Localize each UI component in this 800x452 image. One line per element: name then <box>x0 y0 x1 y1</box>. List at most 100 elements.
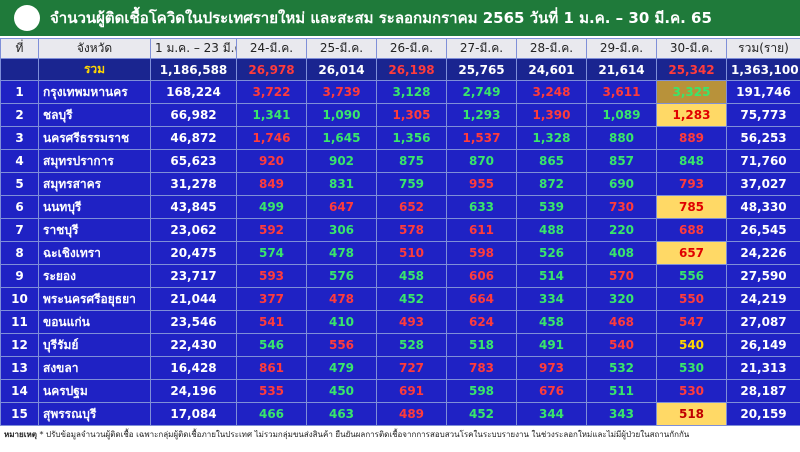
cell: 1,293 <box>446 103 517 127</box>
cell: 611 <box>446 218 517 242</box>
cell: 71,760 <box>726 149 800 173</box>
cell: 3,739 <box>306 80 377 104</box>
cell: 22,430 <box>150 333 237 357</box>
cell: 690 <box>586 172 657 196</box>
cell: 21,614 <box>586 58 657 81</box>
cell: 478 <box>306 241 377 265</box>
cell: 1,537 <box>446 126 517 150</box>
cell: 592 <box>236 218 307 242</box>
row: 10 พระนครศรีอยุธยา 21,044 377 478 452 664 334 32… <box>0 287 800 311</box>
cell: 458 <box>376 264 447 288</box>
cell: 344 <box>516 402 587 426</box>
cell: 598 <box>446 379 517 403</box>
cell: 535 <box>236 379 307 403</box>
cell: 511 <box>586 379 657 403</box>
footer-note: * ปรับข้อมูลจำนวนผู้ติดเชื้อ เฉพาะกลุ่มผ… <box>39 430 690 439</box>
cell: 1 <box>0 80 39 104</box>
cell: 652 <box>376 195 447 219</box>
cell: 598 <box>446 241 517 265</box>
cell: 65,623 <box>150 149 237 173</box>
cell: 570 <box>586 264 657 288</box>
column-header: 28-มี.ค. <box>516 38 587 59</box>
province: พระนครศรีอยุธยา <box>38 287 151 311</box>
cell: 334 <box>516 287 587 311</box>
cell: 7 <box>0 218 39 242</box>
cell: 478 <box>306 287 377 311</box>
footer-label: หมายเหตุ <box>4 430 37 439</box>
cell: 410 <box>306 310 377 334</box>
cell: 664 <box>446 287 517 311</box>
cell: 11 <box>0 310 39 334</box>
cell: 540 <box>586 333 657 357</box>
cell: 8 <box>0 241 39 265</box>
cell: 514 <box>516 264 587 288</box>
cell: 1,746 <box>236 126 307 150</box>
cell: 973 <box>516 356 587 380</box>
column-header: 30-มี.ค. <box>656 38 727 59</box>
cell: 831 <box>306 172 377 196</box>
cell: 688 <box>656 218 727 242</box>
province: ชลบุรี <box>38 103 151 127</box>
province: นนทบุรี <box>38 195 151 219</box>
cell: 3,128 <box>376 80 447 104</box>
cell: 1,390 <box>516 103 587 127</box>
cell: 1,341 <box>236 103 307 127</box>
cell: 848 <box>656 149 727 173</box>
cell: 26,545 <box>726 218 800 242</box>
cell: 28,187 <box>726 379 800 403</box>
province: กรุงเทพมหานคร <box>38 80 151 104</box>
cell: 1,363,100 <box>726 58 800 81</box>
cell: 75,773 <box>726 103 800 127</box>
cell: 26,149 <box>726 333 800 357</box>
cell: 493 <box>376 310 447 334</box>
cell: 26,198 <box>376 58 447 81</box>
row: 9 ระยอง 23,717 593 576 458 606 514 570 556 27,590 <box>0 264 800 288</box>
cell: 759 <box>376 172 447 196</box>
cell: 14 <box>0 379 39 403</box>
row: 11 ขอนแก่น 23,546 541 410 493 624 458 468 547 27,0… <box>0 310 800 334</box>
cell: 1,328 <box>516 126 587 150</box>
total-label: รวม <box>38 58 151 81</box>
cell: 17,084 <box>150 402 237 426</box>
province: ราชบุรี <box>38 218 151 242</box>
province: บุรีรัมย์ <box>38 333 151 357</box>
cell: 25,765 <box>446 58 517 81</box>
cell: 26,014 <box>306 58 377 81</box>
cell: 540 <box>656 333 727 357</box>
cell: 518 <box>446 333 517 357</box>
row: 2 ชลบุรี 66,982 1,341 1,090 1,305 1,293 1,390 1,… <box>0 103 800 127</box>
cell: 532 <box>586 356 657 380</box>
column-header: 26-มี.ค. <box>376 38 447 59</box>
cell: 463 <box>306 402 377 426</box>
province: ขอนแก่น <box>38 310 151 334</box>
cell: 1,645 <box>306 126 377 150</box>
cell: 37,027 <box>726 172 800 196</box>
cell: 875 <box>376 149 447 173</box>
cell: 458 <box>516 310 587 334</box>
cell: 31,278 <box>150 172 237 196</box>
cell: 2 <box>0 103 39 127</box>
header-bar: จำนวนผู้ติดเชื้อโควิดในประเทศรายใหม่ และ… <box>0 0 800 36</box>
column-header: 25-มี.ค. <box>306 38 377 59</box>
province: สมุทรปราการ <box>38 149 151 173</box>
row: 6 นนทบุรี 43,845 499 647 652 633 539 730 785 48,33… <box>0 195 800 219</box>
column-header: รวม(ราย) <box>726 38 800 59</box>
cell: 657 <box>656 241 727 265</box>
cell: 727 <box>376 356 447 380</box>
cell: 20,159 <box>726 402 800 426</box>
cell: 865 <box>516 149 587 173</box>
cell: 691 <box>376 379 447 403</box>
cell: 6 <box>0 195 39 219</box>
cell: 25,342 <box>656 58 727 81</box>
cell: 48,330 <box>726 195 800 219</box>
cell: 647 <box>306 195 377 219</box>
cell: 857 <box>586 149 657 173</box>
cell: 479 <box>306 356 377 380</box>
cell: 676 <box>516 379 587 403</box>
cell: 920 <box>236 149 307 173</box>
cell: 306 <box>306 218 377 242</box>
cell: 880 <box>586 126 657 150</box>
cell: 15 <box>0 402 39 426</box>
row: 3 นครศรีธรรมราช 46,872 1,746 1,645 1,356 1,537… <box>0 126 800 150</box>
cell: 1,186,588 <box>150 58 237 81</box>
